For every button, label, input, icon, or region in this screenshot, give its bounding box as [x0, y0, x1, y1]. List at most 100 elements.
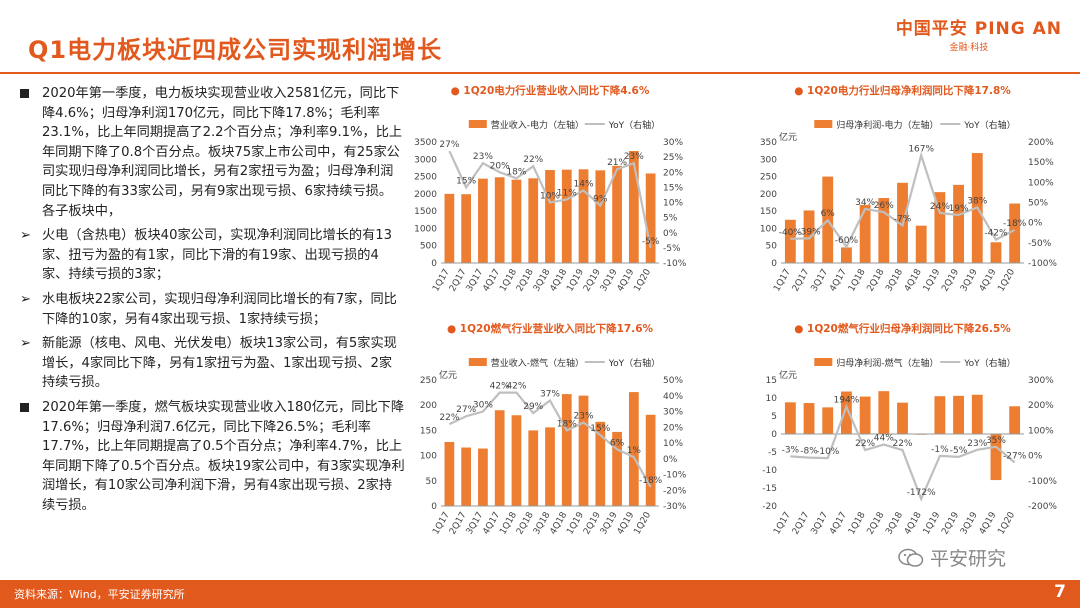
square-bullet-icon — [20, 84, 29, 105]
bar — [494, 410, 505, 506]
arrow-bullet-icon: ➢ — [20, 336, 32, 352]
yoy-label: 11% — [557, 188, 577, 198]
bar — [595, 170, 606, 263]
y-left-tick: 5 — [771, 412, 777, 422]
yoy-label: 14% — [574, 179, 594, 189]
chart-gas-revenue: ● 1Q20燃气行业营业收入同比下降17.6% 营业收入-燃气（左轴） YoY（右轴… — [405, 318, 695, 548]
yoy-line — [790, 403, 1016, 502]
y-left-tick: 3500 — [414, 138, 437, 148]
bar — [595, 421, 606, 506]
paragraph-text: 2020年第一季度，燃气板块实现营业收入180亿元，同比下降17.6%；归母净利… — [42, 399, 405, 513]
yoy-label: -18% — [1003, 219, 1027, 229]
bar — [494, 177, 505, 263]
y-left-tick: -5 — [768, 448, 777, 458]
bar — [915, 225, 927, 263]
bar — [878, 198, 890, 263]
y-left-tick: 250 — [420, 376, 437, 386]
y-right-tick: 0% — [1028, 219, 1043, 229]
y-left-tick: 1000 — [414, 224, 437, 234]
yoy-label: -8% — [800, 447, 818, 457]
bar — [461, 194, 472, 263]
x-tick-label: 2Q18 — [866, 267, 887, 293]
yoy-label: 6% — [610, 438, 625, 448]
y-right-tick: 0% — [663, 455, 678, 465]
y-left-tick: 150 — [760, 207, 777, 217]
chart-title: ● 1Q20燃气行业归母净利润同比下降26.5% — [794, 322, 1011, 335]
bullet-paragraph: ➢ 新能源（核电、风电、光伏发电）板块13家公司，有5家实现增长，4家同比下降，另… — [20, 334, 405, 393]
bar — [990, 434, 1002, 481]
y-left-tick: -15 — [762, 484, 777, 494]
yoy-line — [448, 150, 652, 249]
x-tick-label: 2Q17 — [791, 511, 812, 537]
y-right-tick: -20% — [663, 486, 687, 496]
legend-line-label: YoY（右轴） — [963, 119, 1015, 131]
bar — [444, 193, 455, 263]
yoy-label: -5% — [950, 446, 968, 456]
yoy-label: 15% — [590, 424, 610, 434]
y-left-tick: 0 — [431, 259, 437, 269]
y-left-tick: 0 — [771, 259, 777, 269]
y-right-tick: 30% — [663, 408, 683, 418]
y-right-tick: 200% — [1028, 138, 1054, 148]
y-left-tick: 1500 — [414, 207, 437, 217]
yoy-label: 9% — [593, 195, 608, 205]
bar — [561, 169, 572, 263]
y-right-tick: -5% — [663, 244, 681, 254]
bar — [1009, 203, 1021, 263]
chart-power-revenue: ● 1Q20电力行业营业收入同比下降4.6% 营业收入-电力（左轴） YoY（右轴）… — [405, 80, 695, 305]
wechat-icon — [898, 548, 924, 567]
header-divider — [0, 72, 1080, 74]
yoy-label: 44% — [874, 434, 894, 444]
brand-logo: 中国平安 PING AN 金融·科技 — [896, 14, 1062, 53]
yoy-label: 22% — [855, 439, 875, 449]
footer-bar: 资料来源：Wind，平安证券研究所 7 — [0, 580, 1080, 608]
bar — [953, 395, 964, 434]
y-left-tick: 50 — [766, 242, 778, 252]
yoy-label: -27% — [1003, 451, 1027, 461]
legend-bar-swatch — [814, 120, 833, 128]
yoy-label: 35% — [986, 436, 1006, 446]
y-right-tick: 50% — [1028, 199, 1048, 209]
x-tick-label: 1Q19 — [922, 510, 943, 536]
legend-bar-label: 归母净利润-燃气（左轴） — [836, 357, 938, 369]
y-right-tick: 0% — [1028, 452, 1043, 462]
bar — [545, 170, 555, 263]
yoy-label: 18% — [557, 419, 577, 429]
legend-bar-swatch — [468, 120, 487, 128]
y-left-tick: 350 — [760, 138, 777, 148]
bar — [990, 242, 1002, 263]
yoy-label: 22% — [892, 439, 912, 449]
y-right-tick: 30% — [663, 138, 683, 148]
yoy-label: 23% — [473, 152, 493, 162]
yoy-label: 23% — [624, 152, 644, 162]
bar — [478, 448, 488, 506]
y-left-tick: 100 — [420, 452, 437, 462]
chart-title: ● 1Q20电力行业营业收入同比下降4.6% — [451, 84, 650, 97]
yoy-label: 42% — [490, 382, 510, 392]
bar — [803, 403, 815, 434]
bar — [897, 402, 908, 434]
y-right-tick: 20% — [663, 168, 683, 178]
yoy-label: 29% — [523, 402, 543, 412]
chart-power-profit: ● 1Q20电力行业归母净利润同比下降17.8% 归母净利润-电力（左轴） YoY（… — [745, 80, 1060, 305]
yoy-label: 18% — [506, 167, 526, 177]
y-right-tick: 150% — [1028, 158, 1054, 168]
y-right-tick: -30% — [663, 502, 687, 512]
yoy-label: 34% — [855, 198, 875, 208]
y-right-tick: 10% — [663, 199, 683, 209]
chart-gas-profit: ● 1Q20燃气行业归母净利润同比下降26.5% 归母净利润-燃气（左轴） YoY（… — [745, 318, 1060, 548]
x-tick-label: 1Q20 — [996, 510, 1017, 536]
y-right-tick: 40% — [663, 392, 683, 402]
bar — [934, 192, 946, 263]
bar — [1009, 406, 1021, 434]
yoy-label: 27% — [456, 405, 476, 415]
y-left-tick: 0 — [431, 502, 437, 512]
y-left-tick: 200 — [420, 401, 437, 411]
yoy-label: 27% — [439, 140, 459, 150]
x-tick-label: 4Q17 — [828, 511, 849, 537]
yoy-label: -7% — [894, 214, 912, 224]
x-tick-label: 2Q19 — [940, 267, 961, 293]
y-left-tick: 2000 — [414, 190, 437, 200]
y-right-tick: 100% — [1028, 178, 1054, 188]
x-tick-label: 4Q18 — [903, 510, 924, 536]
